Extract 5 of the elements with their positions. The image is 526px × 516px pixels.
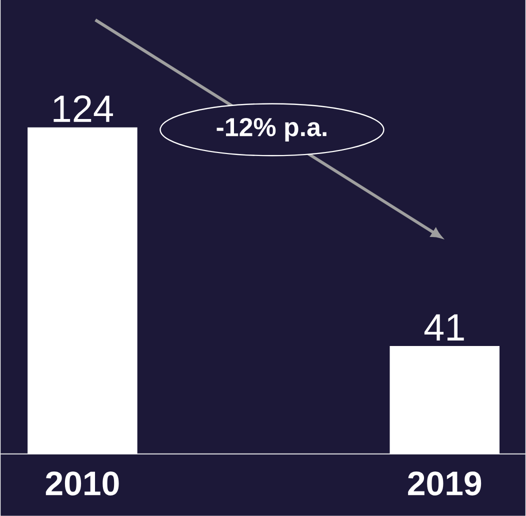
data-label: 124 [54,95,113,122]
x-tick-label: 2019 [408,472,482,496]
x-tick-label: 2010 [46,472,119,496]
data-label: 41 [424,314,464,341]
annotation: -12% p.a. [216,118,326,142]
